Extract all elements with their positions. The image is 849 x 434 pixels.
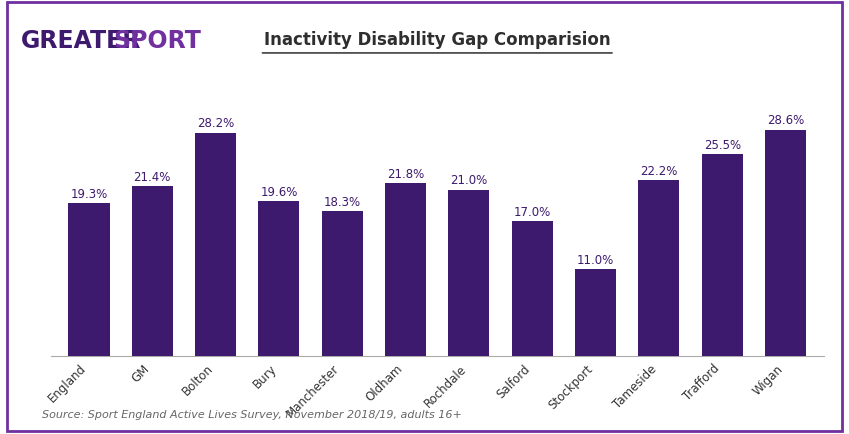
Bar — [448, 190, 490, 356]
Text: 21.4%: 21.4% — [133, 171, 171, 184]
Bar — [765, 130, 806, 356]
Text: 21.0%: 21.0% — [450, 174, 487, 187]
Text: 21.8%: 21.8% — [387, 168, 424, 181]
Bar — [69, 204, 110, 356]
Bar — [638, 181, 679, 356]
Bar — [195, 133, 236, 356]
Bar — [322, 211, 363, 356]
Bar — [132, 187, 173, 356]
Bar — [385, 184, 426, 356]
Text: SPORT: SPORT — [113, 29, 201, 53]
Text: 17.0%: 17.0% — [514, 206, 551, 219]
Text: 19.6%: 19.6% — [261, 185, 298, 198]
Text: GREATER: GREATER — [21, 29, 142, 53]
Text: 19.3%: 19.3% — [70, 187, 108, 201]
Text: 28.6%: 28.6% — [767, 114, 804, 127]
Bar — [701, 155, 743, 356]
Bar — [258, 201, 300, 356]
Bar — [575, 269, 616, 356]
Text: Inactivity Disability Gap Comparision: Inactivity Disability Gap Comparision — [264, 31, 610, 49]
Text: 11.0%: 11.0% — [577, 253, 614, 266]
Text: Source: Sport England Active Lives Survey, November 2018/19, adults 16+: Source: Sport England Active Lives Surve… — [42, 410, 463, 419]
Bar — [512, 222, 553, 356]
Text: 25.5%: 25.5% — [704, 138, 741, 151]
Text: 22.2%: 22.2% — [640, 164, 678, 178]
Text: 18.3%: 18.3% — [323, 195, 361, 208]
Text: 28.2%: 28.2% — [197, 117, 234, 130]
